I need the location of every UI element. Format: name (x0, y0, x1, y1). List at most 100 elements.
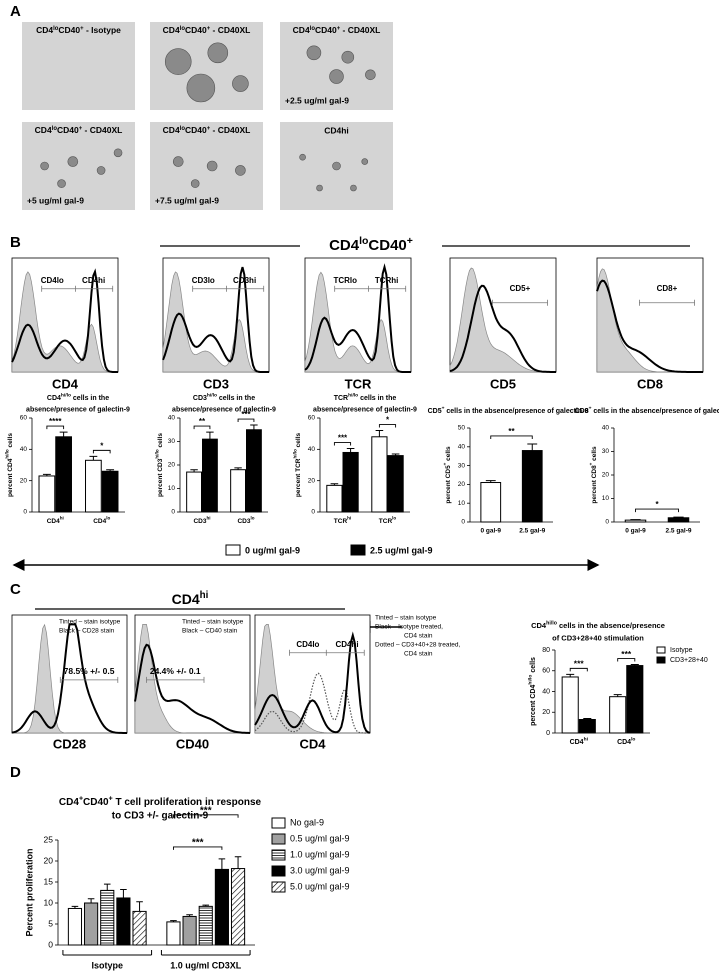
isotype-histogram (12, 623, 127, 734)
y-tick-label: 20 (168, 462, 176, 469)
superscript: hi/lo (207, 393, 217, 399)
legend-swatch (271, 849, 286, 861)
significance-bracket (172, 846, 223, 850)
text-run: percent CD3 (157, 458, 164, 497)
text-run: CD4 (617, 739, 631, 746)
y-tick-label: 20 (308, 477, 316, 484)
superscript: hi/lo (293, 449, 298, 459)
superscript: lo (359, 235, 368, 247)
legend-label: 2.5 ug/ml gal-9 (370, 545, 433, 555)
error-bar (218, 858, 226, 870)
y-tick-label: 40 (458, 444, 466, 451)
bar (202, 438, 218, 513)
image-title: CD4loCD40+ - CD40XL (163, 125, 251, 135)
text-run: cells in the (358, 395, 396, 402)
error-bar (89, 455, 98, 461)
y-tick-label: 30 (168, 438, 176, 445)
legend-swatch (656, 646, 666, 654)
key-line: CD4 stain (404, 633, 433, 640)
text-run: T cell proliferation in response (113, 797, 262, 808)
bar (246, 429, 262, 513)
significance-bracket (193, 425, 211, 430)
superscript: lo (310, 26, 316, 32)
y-tick-label: 20 (602, 472, 610, 479)
histogram-axis-label: TCR (345, 376, 372, 391)
superscript: + (80, 26, 84, 32)
y-tick-label: 10 (602, 495, 610, 502)
superscript: hi/lo (528, 675, 534, 685)
isotype-histogram (254, 624, 370, 734)
significance-label: * (100, 441, 104, 450)
error-bar (250, 424, 258, 430)
bar (578, 719, 596, 734)
panel-label: D (10, 764, 21, 781)
bar (371, 436, 388, 513)
gate-label: CD4hi (335, 640, 358, 649)
x-tick-label: CD4lo (93, 516, 110, 525)
y-tick-label: 0 (48, 939, 53, 949)
error-bar (106, 469, 115, 472)
cell-cluster (207, 42, 229, 64)
y-tick-label: 60 (308, 415, 316, 422)
bar (101, 470, 119, 513)
gate-label: TCRlo (333, 276, 357, 285)
bar (186, 471, 203, 513)
panel-label: C (10, 581, 21, 598)
error-bar (375, 430, 384, 437)
y-tick-label: 0 (605, 519, 609, 526)
error-bar (630, 664, 639, 666)
image-note: +5 ug/ml gal-9 (27, 195, 84, 205)
gate-label: TCRhi (375, 276, 399, 285)
cell-cluster (164, 48, 192, 75)
text-run: CD4 (59, 797, 79, 808)
text-run: CD4 (47, 518, 60, 525)
isotype-histogram (134, 624, 250, 734)
chart-title: CD8+ cells in the absence/presence of ga… (575, 407, 719, 415)
text-run: cells in the (71, 395, 109, 402)
cell-cluster (67, 156, 79, 167)
y-axis-label: percent CD4hi/lo cells (528, 657, 537, 726)
y-tick-label: 20 (458, 481, 466, 488)
text-run: TCR (379, 518, 393, 525)
text-run: - CD40XL (82, 125, 122, 135)
text-run: TCR (334, 395, 348, 402)
y-tick-label: 10 (168, 485, 176, 492)
text-run: CD3 (193, 395, 207, 402)
significance-label: * (386, 416, 390, 425)
superscript: lo (53, 26, 59, 32)
bar (387, 455, 404, 513)
error-bar (613, 694, 622, 697)
significance-bracket (92, 449, 111, 454)
superscript: hi (200, 590, 209, 601)
text-run: cells in the absence/presence (557, 621, 665, 630)
x-tick-label: Isotype (91, 960, 123, 970)
superscript: hi/lo (546, 621, 557, 627)
error-bar (583, 717, 592, 720)
significance-bracket (490, 435, 533, 439)
image-title: CD4loCD40+ - CD40XL (163, 25, 251, 35)
stain-histogram (11, 268, 118, 373)
isotype-histogram (304, 271, 411, 373)
image-note: +7.5 ug/ml gal-9 (155, 195, 219, 205)
y-tick-label: 0 (171, 509, 175, 516)
bar (85, 459, 102, 513)
panel-title: CD4loCD40+ (329, 235, 413, 254)
cell-cluster (341, 50, 355, 64)
significance-label: ** (199, 417, 206, 426)
key-line: CD4 stain (404, 651, 433, 658)
image-note: +2.5 ug/ml gal-9 (285, 95, 349, 105)
stain-histogram (254, 631, 371, 734)
x-tick-label: TCRlo (379, 516, 397, 525)
gate-label: CD5+ (510, 284, 531, 293)
bar (166, 921, 181, 946)
key-line: Tinted – stain isotype (375, 615, 437, 622)
y-tick-label: 40 (168, 415, 176, 422)
gate-label: CD3lo (192, 276, 215, 285)
text-run: CD4 (293, 25, 310, 35)
superscript: lo (392, 516, 396, 521)
significance-label: * (655, 500, 659, 509)
text-run: CD4 (47, 395, 61, 402)
superscript: + (79, 126, 83, 132)
gate-label: CD4lo (41, 276, 64, 285)
